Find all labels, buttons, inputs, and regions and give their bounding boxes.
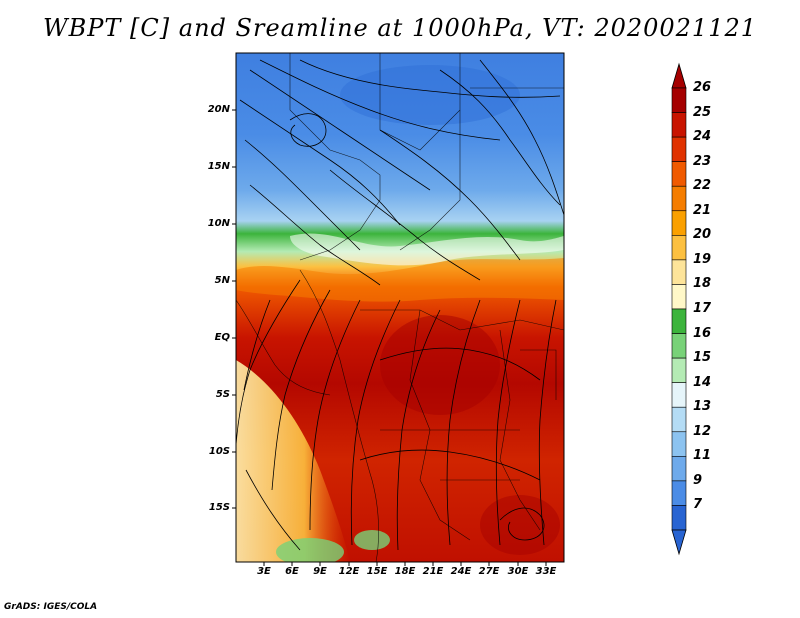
lat-label: 15N xyxy=(207,161,230,172)
colorbar-segment xyxy=(671,87,687,113)
lat-label: 15S xyxy=(208,502,230,513)
colorbar-segment xyxy=(671,357,687,383)
colorbar-segment xyxy=(671,308,687,334)
colorbar-level-label: 11 xyxy=(693,448,712,464)
colorbar-level-label: 17 xyxy=(693,301,712,316)
colorbar-segment xyxy=(671,210,687,236)
colorbar-level-label: 23 xyxy=(693,153,712,169)
lon-label: 27E xyxy=(478,566,500,577)
lon-label: 24E xyxy=(450,566,472,577)
lon-ticks xyxy=(263,562,547,566)
lat-label: 20N xyxy=(207,104,230,115)
colorbar-segment xyxy=(671,456,687,482)
map-title: WBPT [C] and Sreamline at 1000hPa, VT: 2… xyxy=(42,14,758,42)
colorbar-level-label: 25 xyxy=(693,104,712,120)
colorbar-segment xyxy=(671,480,687,506)
colorbar-level-label: 22 xyxy=(693,178,712,194)
colorbar-level-label: 24 xyxy=(693,129,712,145)
colorbar-level-label: 26 xyxy=(693,80,712,95)
colorbar-level-label: 16 xyxy=(693,325,712,341)
lon-label: 18E xyxy=(394,566,416,577)
lon-label: 21E xyxy=(422,566,444,577)
colorbar-level-label: 9 xyxy=(693,472,703,488)
lon-label: 6E xyxy=(285,566,299,577)
colorbar-segment xyxy=(671,505,687,531)
colorbar-level-label: 12 xyxy=(693,423,712,439)
colorbar-segment xyxy=(671,431,687,457)
lon-label: 33E xyxy=(535,566,557,577)
colorbar-segment xyxy=(671,112,687,138)
colorbar-segment xyxy=(671,259,687,285)
colorbar-level-label: 20 xyxy=(693,227,712,243)
credit-text: GrADS: IGES/COLA xyxy=(4,602,98,612)
colorbar-segment xyxy=(671,333,687,359)
lon-label: 30E xyxy=(507,566,529,577)
lat-label: 10N xyxy=(207,218,230,229)
country-borders xyxy=(236,53,564,562)
lon-label: 3E xyxy=(257,566,271,577)
colorbar-level-label: 21 xyxy=(693,202,712,218)
colorbar-level-label: 18 xyxy=(693,276,712,292)
colorbar xyxy=(671,62,687,556)
colorbar-level-label: 19 xyxy=(693,251,712,267)
colorbar-level-label: 13 xyxy=(693,399,712,415)
lat-ticks xyxy=(232,109,236,509)
colorbar-segment xyxy=(671,284,687,310)
lat-label: 10S xyxy=(208,446,230,457)
lat-label: EQ xyxy=(214,332,230,343)
colorbar-bottom-arrow xyxy=(671,529,687,556)
colorbar-top-arrow xyxy=(671,62,687,89)
colorbar-level-label: 14 xyxy=(693,374,712,390)
colorbar-segment xyxy=(671,235,687,261)
colorbar-segment xyxy=(671,185,687,212)
lat-label: 5S xyxy=(215,389,230,400)
streamlines xyxy=(236,59,564,551)
colorbar-level-label: 15 xyxy=(693,350,712,366)
lon-label: 12E xyxy=(338,566,360,577)
lon-label: 9E xyxy=(313,566,327,577)
wbpt-field xyxy=(236,53,564,562)
colorbar-level-label: 7 xyxy=(693,497,703,513)
colorbar-segment xyxy=(671,161,687,187)
lat-label: 5N xyxy=(214,275,230,286)
colorbar-segment xyxy=(671,136,687,162)
map-frame xyxy=(235,52,565,563)
colorbar-segment xyxy=(671,406,687,433)
colorbar-segment xyxy=(671,382,687,408)
lon-label: 15E xyxy=(366,566,388,577)
